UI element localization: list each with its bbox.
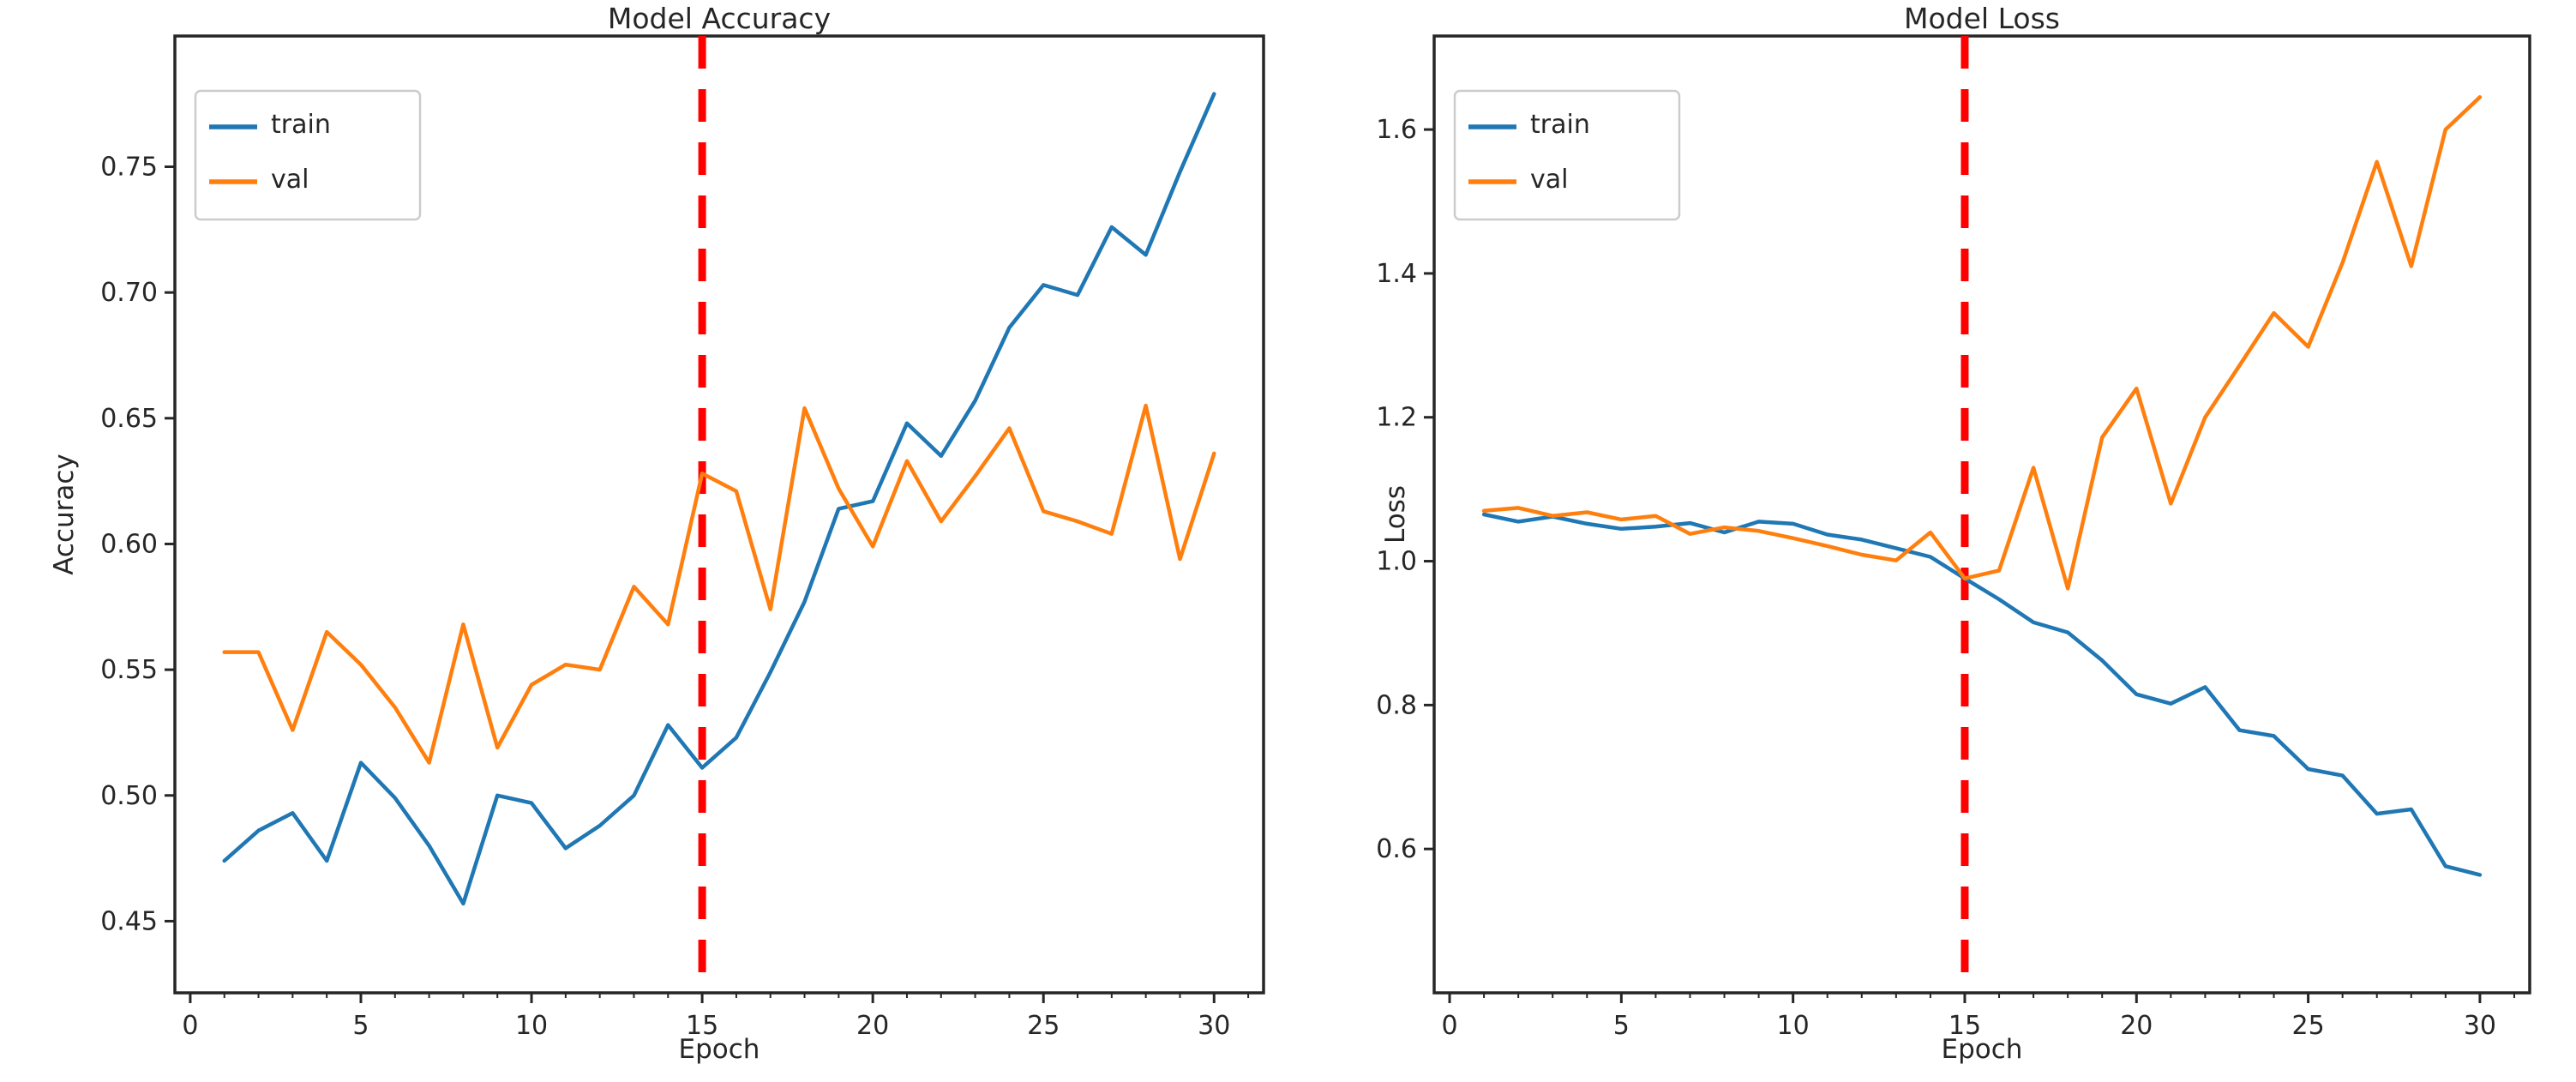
- loss-yaxis-label: Loss: [1380, 485, 1411, 544]
- loss-x-tick-label: 15: [1949, 1011, 1981, 1041]
- loss-x-tick-label: 25: [2292, 1011, 2325, 1041]
- loss-y-tick-label: 1.2: [1376, 403, 1417, 433]
- loss-y-tick-label: 1.4: [1376, 259, 1417, 289]
- loss-val-line: [1481, 95, 2483, 591]
- accuracy-x-tick-label: 10: [515, 1011, 548, 1041]
- loss-y-tick-label: 1.0: [1376, 547, 1417, 577]
- accuracy-y-tick-label: 0.75: [100, 153, 158, 183]
- accuracy-x-tick-label: 5: [352, 1011, 369, 1041]
- accuracy-legend-box: [194, 89, 422, 221]
- accuracy-train-line: [222, 92, 1216, 906]
- accuracy-x-tick-label: 15: [686, 1011, 718, 1041]
- loss-y-tick-label: 0.8: [1376, 690, 1417, 720]
- accuracy-x-tick-label: 0: [182, 1011, 198, 1041]
- loss-x-tick-label: 30: [2464, 1011, 2496, 1041]
- loss-x-tick-label: 5: [1613, 1011, 1630, 1041]
- accuracy-yaxis-label: Accuracy: [49, 454, 80, 575]
- loss-chart-title: Model Loss: [1904, 2, 2060, 35]
- accuracy-y-tick-label: 0.60: [100, 529, 158, 559]
- accuracy-y-tick-label: 0.45: [100, 906, 158, 936]
- loss-x-tick-label: 10: [1777, 1011, 1810, 1041]
- loss-xaxis-label: Epoch: [1941, 1034, 2023, 1065]
- accuracy-y-tick-label: 0.50: [100, 781, 158, 811]
- accuracy-y-tick-label: 0.70: [100, 278, 158, 308]
- legend-label-train: train: [271, 110, 331, 140]
- accuracy-x-tick-label: 25: [1027, 1011, 1060, 1041]
- legend-label-train: train: [1530, 110, 1590, 140]
- accuracy-x-tick-label: 30: [1198, 1011, 1230, 1041]
- accuracy-x-tick-label: 20: [856, 1011, 889, 1041]
- accuracy-val-line: [222, 403, 1216, 765]
- loss-x-tick-label: 0: [1441, 1011, 1457, 1041]
- loss-y-tick-label: 0.6: [1376, 834, 1417, 864]
- loss-legend-box: [1453, 89, 1681, 221]
- accuracy-y-tick-label: 0.55: [100, 655, 158, 685]
- loss-y-tick-label: 1.6: [1376, 115, 1417, 145]
- legend-label-val: val: [1530, 165, 1569, 195]
- accuracy-y-tick-label: 0.65: [100, 404, 158, 434]
- legend-label-val: val: [271, 165, 309, 195]
- accuracy-xaxis-label: Epoch: [678, 1034, 760, 1065]
- loss-x-tick-label: 20: [2120, 1011, 2153, 1041]
- loss-train-line: [1481, 512, 2483, 877]
- accuracy-chart-title: Model Accuracy: [607, 2, 832, 35]
